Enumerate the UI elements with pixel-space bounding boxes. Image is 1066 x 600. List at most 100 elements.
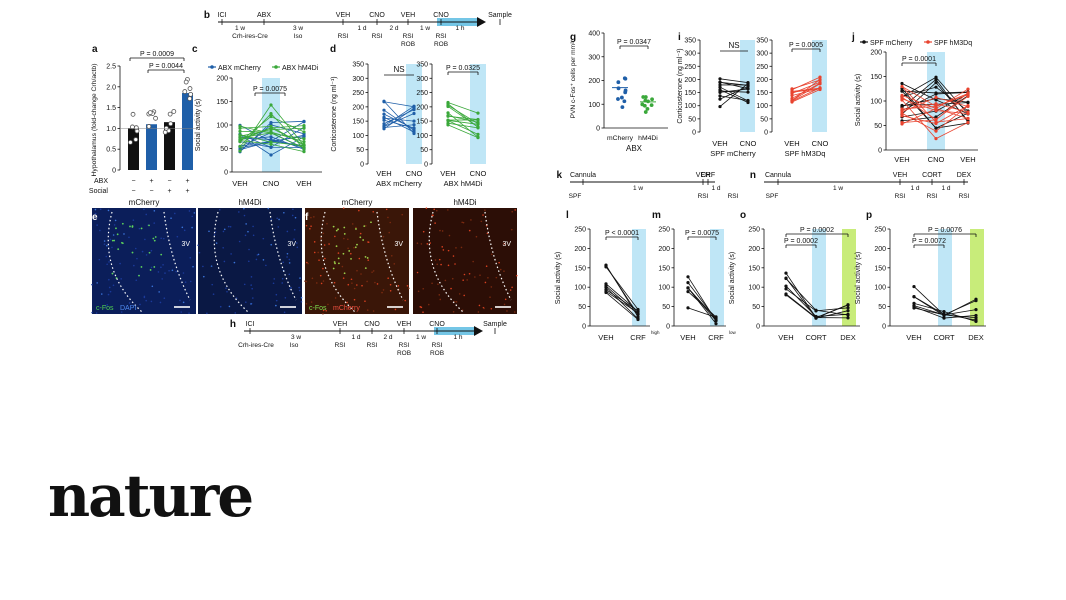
panel-f-cell [388,231,391,234]
panel-a-tick-label: 1.5 [106,105,116,112]
panel-p-tick-label: 250 [874,227,886,234]
panel-f-cell [439,298,442,301]
panel-i-cno-band [812,40,827,132]
panel-e-cell [270,218,273,221]
panel-g-tick-label: 300 [588,54,600,61]
panel-d-point [476,135,480,139]
panel-e-cfos-cell [113,239,116,242]
panel-a-tick-label: 1.0 [106,126,116,133]
panel-i-letter: i [678,32,681,43]
timeline-k-label: VEH [696,172,710,179]
panel-e-cell [252,234,255,237]
panel-o-point [784,271,788,275]
panel-d-point [446,123,450,127]
panel-c-point [302,137,306,141]
panel-d-point [446,118,450,122]
timeline-b-label: Sample [488,12,512,19]
panel-j-point [966,104,970,109]
panel-g-tick-label: 0 [596,126,600,133]
panel-f-cell [374,281,376,284]
panel-f-cell [306,261,308,264]
timeline-b-interval: 1 d [357,25,366,32]
panel-f-cell [320,282,323,285]
panel-f-cell [474,276,476,278]
panel-d-series-line [383,116,415,133]
panel-f-cell [347,283,350,286]
nature-logo: nature [48,462,254,530]
panel-e-cell [272,282,275,285]
timeline-k-event: RSI [698,193,709,200]
panel-d-point [382,118,386,122]
panel-e-cell [180,311,183,313]
panel-f-cell [514,209,516,211]
panel-p-tick-label: 150 [874,265,886,272]
panel-i-tick-label: 100 [756,103,768,110]
panel-a-point [188,91,194,97]
panel-l-x-tick-label: CRF [630,333,646,342]
panel-j-point [900,110,904,114]
panel-d-p-value: P = 0.0325 [446,65,480,72]
panel-e-cell [182,272,185,274]
panel-e-cell [244,234,247,237]
panel-f-cfos-cell [342,252,345,255]
panel-e-cell [286,256,288,258]
panel-j-point [934,75,938,79]
panel-d-ylabel: Corticosterone (ng ml⁻¹) [331,76,338,151]
panel-f-stain-label: c-Fos [309,305,327,312]
panel-a-row2-value: + [167,188,171,195]
panel-f-cell [444,279,447,282]
panel-f-cell [503,270,505,272]
panel-e-cell [113,224,116,226]
panel-e-cell [182,301,185,304]
panel-f-cell [438,294,441,296]
panel-a-tick-label: 2.0 [106,84,116,91]
panel-f-cell [322,312,324,315]
panel-f-cell [483,307,485,310]
panel-a-tick-label: 0 [112,168,116,175]
panel-j-point [934,81,938,85]
panel-l-point [604,290,608,295]
panel-g-x-tick-label: mCherry [607,135,634,142]
panel-d-tick-label: 300 [352,76,364,83]
panel-f-cell [454,263,456,265]
panel-f-cell [433,208,436,211]
panel-f-cell [451,277,454,280]
timeline-h-interval: 1 h [453,334,462,341]
panel-e-cell [281,277,284,280]
panel-l-tick-label: 50 [578,304,586,311]
timeline-h-event: ROB [430,350,444,357]
panel-e-cell [248,248,250,251]
panel-a-row1-value: + [149,178,153,185]
panel-m-point [714,322,718,326]
panel-d-ns-label: NS [393,65,404,74]
panel-e-cell [243,283,246,286]
panel-i-point [718,83,722,87]
panel-m-x-tick-superscript: low [729,330,737,335]
panel-e-cfos-cell [131,251,134,254]
panel-e-cell [141,250,144,253]
panel-f-stain-label: mCherry [333,305,360,312]
panel-e-cell [153,222,156,224]
panel-f-cell [499,268,502,271]
panel-e-cell [188,312,190,314]
panel-l-point [636,315,640,319]
panel-d-series-line [383,124,415,128]
panel-c-point [302,142,306,147]
panel-e-cell [162,237,165,240]
panel-g-ylabel: PVN c-Fos⁺ cells per mm² [570,41,577,119]
timeline-h-label: VEH [397,321,411,328]
panel-e-region-label: 3V [287,241,296,248]
timeline-k-event: RSI [728,193,739,200]
panel-p-point [912,295,916,299]
panel-f-cell [313,241,316,243]
panel-i-tick-label: 300 [684,51,696,58]
panel-f-cell [367,241,369,243]
panel-f-cell [427,303,430,306]
panel-f-cell [495,276,498,279]
panel-e-cell [106,263,108,266]
panel-f-cell [438,258,441,261]
panel-e-cell [293,238,295,240]
panel-f-cfos-cell [338,262,340,265]
panel-j-x-tick-label: CNO [928,155,945,164]
panel-a-point [183,79,189,85]
